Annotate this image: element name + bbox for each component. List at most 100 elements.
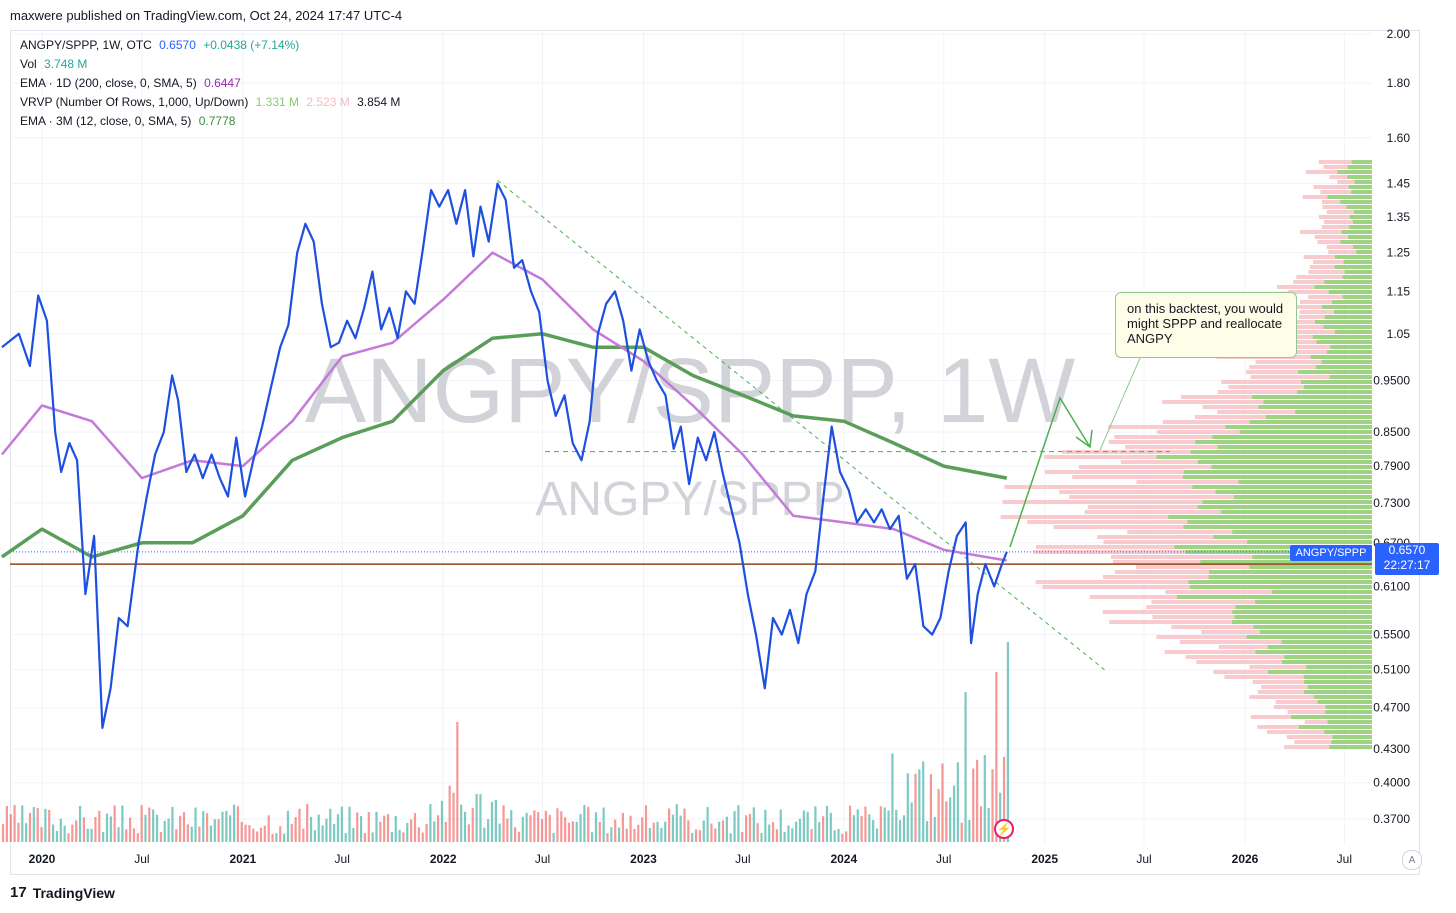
- price-tick-label: 1.35: [1387, 210, 1411, 224]
- vrvp-up-bar: [1234, 495, 1372, 499]
- vrvp-up-bar: [1312, 335, 1372, 339]
- vrvp-down-bar: [1217, 390, 1298, 394]
- vrvp-up-bar: [1329, 375, 1372, 379]
- volume-bar: [671, 814, 675, 842]
- volume-bar: [175, 829, 178, 842]
- vrvp-down-bar: [1114, 570, 1210, 574]
- vrvp-down-bar: [1110, 555, 1253, 559]
- vrvp-down-bar: [1276, 285, 1315, 289]
- vrvp-up-bar: [1290, 715, 1372, 719]
- auto-scale-button[interactable]: A: [1402, 850, 1422, 870]
- volume-bar: [510, 810, 513, 842]
- volume-bar: [109, 816, 112, 842]
- volume-bar: [718, 821, 721, 842]
- legend-symbol[interactable]: ANGPY/SPPP, 1W, OTC 0.6570 +0.0438 (+7.1…: [20, 38, 299, 52]
- vrvp-down-bar: [1069, 495, 1235, 499]
- vrvp-down-bar: [1151, 600, 1256, 604]
- vrvp-up-bar: [1208, 575, 1372, 579]
- vrvp-down-bar: [1217, 410, 1296, 414]
- vrvp-down-bar: [1171, 625, 1254, 629]
- volume-bar: [90, 828, 93, 842]
- legend-ema-1d-value: 0.6447: [204, 76, 241, 90]
- vrvp-up-bar: [1328, 290, 1372, 294]
- volume-bar: [336, 814, 340, 842]
- volume-bar: [205, 813, 209, 842]
- volume-bar: [752, 807, 755, 842]
- volume-bar: [44, 808, 47, 842]
- vrvp-down-bar: [1162, 420, 1250, 424]
- volume-bar: [941, 763, 944, 842]
- volume-bar: [860, 815, 863, 842]
- volume-bar: [75, 820, 78, 842]
- lightning-icon[interactable]: ⚡: [994, 819, 1014, 839]
- legend-vol[interactable]: Vol 3.748 M: [20, 57, 87, 71]
- volume-bar: [452, 792, 455, 842]
- price-tick-label: 0.3700: [1373, 812, 1410, 826]
- volume-bar: [795, 821, 798, 842]
- legend-ema-1d[interactable]: EMA · 1D (200, close, 0, SMA, 5) 0.6447: [20, 76, 241, 90]
- volume-bar: [544, 810, 548, 842]
- legend-ema-3m-label: EMA · 3M (12, close, 0, SMA, 5): [20, 114, 192, 128]
- volume-bar: [186, 824, 189, 842]
- vrvp-down-bar: [1299, 310, 1334, 314]
- volume-bar: [514, 827, 517, 842]
- volume-bar: [194, 807, 197, 842]
- legend-vrvp-label: VRVP (Number Of Rows, 1,000, Up/Down): [20, 95, 249, 109]
- volume-bar: [633, 828, 636, 842]
- vrvp-down-bar: [1313, 185, 1349, 189]
- volume-bar: [421, 832, 424, 842]
- vrvp-up-bar: [1215, 490, 1372, 494]
- volume-bar: [379, 821, 382, 842]
- vrvp-up-bar: [1231, 620, 1372, 624]
- vrvp-up-bar: [1232, 530, 1372, 534]
- vrvp-up-bar: [1331, 740, 1372, 744]
- vrvp-down-bar: [1303, 255, 1335, 259]
- volume-bar: [818, 822, 821, 842]
- volume-bar: [128, 817, 132, 842]
- vrvp-down-bar: [1293, 305, 1322, 309]
- volume-bar: [644, 805, 648, 842]
- volume-bar: [721, 820, 725, 842]
- callout-note[interactable]: on this backtest, you would might SPPP a…: [1115, 292, 1297, 358]
- volume-bar: [475, 793, 478, 842]
- watermark-large: ANGPY/SPPP, 1W: [305, 340, 1076, 442]
- volume-bar: [306, 804, 309, 842]
- legend-vrvp[interactable]: VRVP (Number Of Rows, 1,000, Up/Down) 1.…: [20, 95, 400, 109]
- vrvp-down-bar: [1275, 700, 1318, 704]
- volume-bar: [502, 805, 505, 842]
- vrvp-up-bar: [1333, 310, 1372, 314]
- volume-bar: [537, 812, 540, 842]
- volume-bar: [841, 833, 844, 842]
- volume-bar: [456, 722, 459, 842]
- volume-bar: [302, 828, 305, 842]
- chart-frame[interactable]: [10, 30, 1420, 875]
- vrvp-up-bar: [1197, 460, 1372, 464]
- price-tick-label: 1.05: [1387, 327, 1411, 341]
- volume-bar: [610, 827, 613, 842]
- vrvp-up-bar: [1185, 550, 1372, 554]
- volume-bar: [375, 811, 378, 842]
- vrvp-down-bar: [1044, 470, 1184, 474]
- vrvp-up-bar: [1212, 435, 1372, 439]
- volume-bar: [94, 816, 97, 842]
- volume-bar: [63, 825, 66, 842]
- vrvp-down-bar: [1299, 230, 1342, 234]
- volume-bar: [236, 806, 239, 842]
- time-tick-label: Jul: [335, 852, 350, 866]
- volume-bar: [263, 825, 266, 842]
- vrvp-up-bar: [1295, 410, 1372, 414]
- price-tick-label: 0.5100: [1373, 663, 1410, 677]
- legend-ema-3m[interactable]: EMA · 3M (12, close, 0, SMA, 5) 0.7778: [20, 114, 235, 128]
- vrvp-down-bar: [1252, 680, 1304, 684]
- vrvp-up-bar: [1347, 165, 1372, 169]
- price-badge-price: 0.6570: [1388, 543, 1426, 557]
- volume-bar: [641, 817, 644, 842]
- vrvp-down-bar: [1002, 500, 1203, 504]
- volume-bar: [837, 828, 840, 842]
- volume-bar: [764, 809, 767, 842]
- volume-bar: [479, 794, 482, 842]
- time-tick-label: Jul: [535, 852, 550, 866]
- volume-bar: [498, 823, 501, 842]
- vrvp-down-bar: [1305, 170, 1338, 174]
